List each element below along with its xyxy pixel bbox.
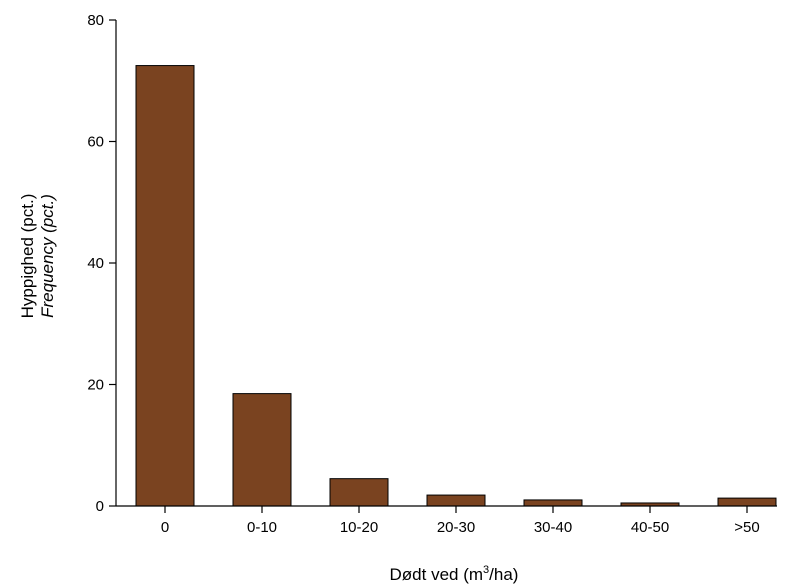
bar-4 [523,499,583,507]
bar-6 [717,497,777,507]
x-tick-label-2: 10-20 [340,519,378,536]
bars-group [135,65,777,507]
bar-3 [426,494,486,507]
y-tick-label-0: 0 [96,498,104,515]
y-tick-label-3: 60 [87,134,104,151]
x-tick-label-6: >50 [734,519,759,536]
bar-2 [329,478,389,507]
bar-0 [135,65,195,507]
x-tick-label-1: 0-10 [247,519,277,536]
y-tick-label-2: 40 [87,255,104,272]
x-tick-label-5: 40-50 [631,519,669,536]
y-axis-label-secondary: Frequency (pct.) [38,194,57,318]
x-tick-label-0: 0 [161,519,169,536]
x-axis-label: Dødt ved (m3/ha) [390,564,519,584]
y-tick-label-1: 20 [87,377,104,394]
axes-group [115,20,777,507]
x-axis-label-prefix: Dødt ved (m [390,565,484,584]
x-axis-label-suffix: /ha) [489,565,518,584]
bar-1 [232,393,292,507]
x-axis-label-superscript: 3 [483,564,489,576]
y-ticks-group: 0 20 40 60 80 [87,12,116,515]
x-ticks-group: 0 0-10 10-20 20-30 30-40 40-50 >50 [161,506,760,536]
y-tick-label-4: 80 [87,12,104,29]
y-axis-label: Hyppighed (pct.) [18,194,37,319]
x-tick-label-4: 30-40 [534,519,572,536]
x-tick-label-3: 20-30 [437,519,475,536]
